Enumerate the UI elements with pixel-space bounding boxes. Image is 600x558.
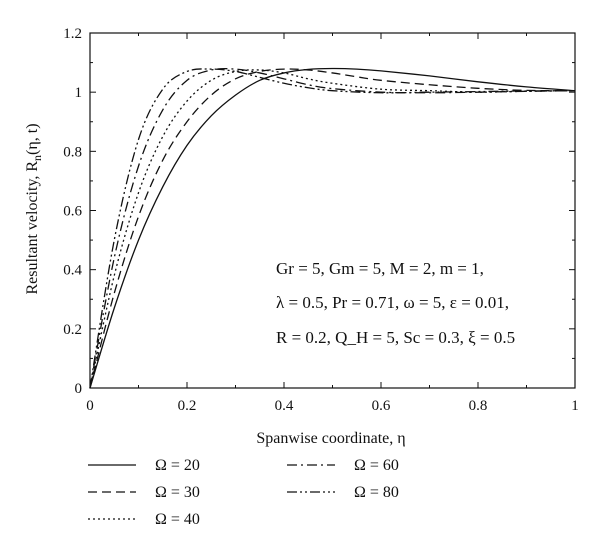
x-tick-label: 1 [571,398,579,414]
series-line-2 [89,68,576,389]
series-line-5 [89,68,576,389]
legend: Ω = 20 Ω = 30 Ω = 40 Ω = 60 Ω = 80 [88,457,399,528]
x-axis-label: Spanwise coordinate, η [256,430,405,447]
y-tick-label: 0.4 [63,263,82,279]
x-tick-label: 0 [86,398,94,414]
y-tick-label: 0.2 [63,322,82,338]
y-tick-label: 1 [75,85,83,101]
parameter-annotation: Gr = 5, Gm = 5, M = 2, m = 1, λ = 0.5, P… [276,259,515,347]
annotation-line-2: λ = 0.5, Pr = 0.71, ω = 5, ε = 0.01, [276,293,509,312]
series-line-4 [89,68,576,389]
y-axis-label-tail: (η, t) [24,123,41,154]
series-lines [89,67,576,389]
y-axis-ticks: 0 0.2 0.4 0.6 0.8 1 1.2 [63,26,575,397]
y-tick-label: 0.6 [63,204,82,220]
y-axis-label-main: Resultant velocity, R [24,161,41,295]
y-tick-label: 0 [75,381,83,397]
legend-label-3: Ω = 40 [155,511,200,528]
legend-label-4: Ω = 60 [354,457,399,474]
x-tick-label: 0.2 [178,398,197,414]
y-axis-label-sub: n [30,155,44,161]
x-tick-label: 0.8 [469,398,488,414]
annotation-line-1: Gr = 5, Gm = 5, M = 2, m = 1, [276,259,484,278]
legend-label-2: Ω = 30 [155,484,200,501]
x-tick-label: 0.6 [372,398,391,414]
x-axis-ticks: 0 0.2 0.4 0.6 0.8 1 [86,33,579,414]
y-tick-label: 1.2 [63,26,82,42]
x-tick-label: 0.4 [275,398,294,414]
annotation-line-3: R = 0.2, Q_H = 5, Sc = 0.3, ξ = 0.5 [276,328,515,347]
y-axis-label: Resultant velocity, Rn(η, t) [24,123,44,294]
legend-label-5: Ω = 80 [354,484,399,501]
series-line-3 [89,69,576,389]
legend-label-1: Ω = 20 [155,457,200,474]
y-tick-label: 0.8 [63,144,82,160]
